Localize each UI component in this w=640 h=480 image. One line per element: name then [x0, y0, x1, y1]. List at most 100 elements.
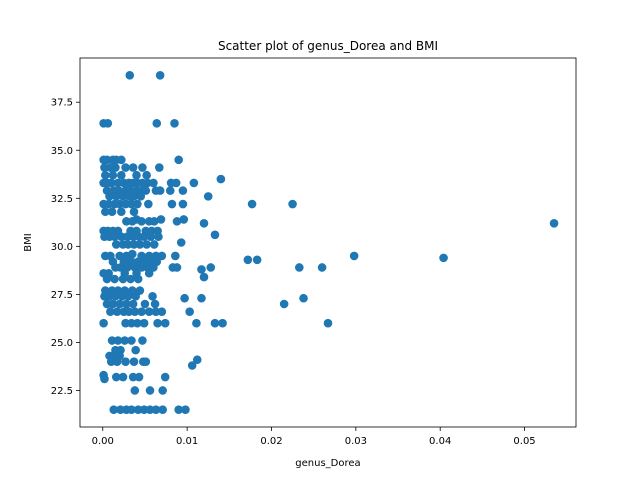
data-point — [145, 405, 155, 415]
plot-frame — [79, 57, 577, 428]
data-point — [149, 178, 158, 188]
data-point — [157, 251, 167, 261]
x-tick-label: 0.02 — [260, 436, 282, 447]
data-point — [178, 199, 188, 209]
data-point — [132, 170, 141, 180]
data-point — [127, 199, 136, 209]
data-point — [118, 192, 128, 201]
data-point — [117, 292, 127, 301]
data-point — [216, 174, 226, 184]
data-point — [102, 155, 112, 165]
data-point — [100, 374, 109, 384]
data-point — [189, 178, 199, 188]
data-point — [127, 318, 136, 328]
data-point — [144, 268, 154, 278]
data-point — [218, 318, 227, 328]
chart-title: Scatter plot of genus_Dorea and BMI — [218, 39, 438, 53]
data-point — [206, 263, 216, 272]
data-point — [176, 238, 186, 247]
points-layer — [99, 71, 559, 415]
x-tick-label: 0.05 — [513, 436, 535, 447]
data-point — [117, 170, 126, 180]
data-point — [144, 199, 153, 209]
data-point — [127, 405, 136, 415]
data-point — [140, 299, 150, 309]
y-tick-label: 37.5 — [51, 98, 73, 109]
data-point — [142, 240, 151, 249]
data-point — [153, 318, 162, 328]
data-point — [174, 155, 183, 165]
data-point — [174, 405, 183, 415]
data-point — [144, 307, 154, 316]
data-point — [101, 170, 110, 180]
data-point — [123, 292, 133, 301]
data-point — [110, 274, 119, 284]
data-point — [128, 163, 138, 172]
data-point — [185, 307, 194, 316]
data-point — [111, 192, 121, 201]
data-point — [121, 199, 130, 209]
data-point — [102, 274, 112, 284]
data-point — [118, 274, 128, 284]
data-point — [156, 215, 166, 224]
data-point — [111, 372, 121, 382]
data-point — [112, 357, 122, 366]
data-point — [122, 299, 131, 309]
data-point — [117, 232, 126, 242]
data-point — [210, 230, 220, 240]
data-point — [113, 336, 123, 345]
data-point — [181, 405, 190, 415]
y-axis-label: BMI — [23, 233, 34, 251]
data-point — [154, 232, 163, 242]
x-tick-label: 0.04 — [429, 436, 451, 447]
data-point — [130, 386, 140, 395]
data-point — [146, 232, 156, 242]
data-point — [102, 299, 112, 309]
data-point — [122, 232, 132, 242]
data-point — [129, 357, 139, 366]
y-tick-label: 27.5 — [51, 290, 73, 301]
data-point — [141, 357, 151, 366]
data-point — [152, 119, 162, 128]
data-point — [107, 207, 117, 217]
data-point — [103, 119, 113, 128]
data-point — [197, 265, 206, 274]
data-point — [139, 318, 149, 328]
data-point — [133, 405, 143, 415]
y-tick-label: 35.0 — [51, 146, 73, 157]
data-point — [192, 318, 201, 328]
data-point — [105, 292, 114, 301]
data-point — [349, 251, 359, 261]
data-point — [180, 293, 189, 303]
data-point — [172, 263, 182, 272]
data-point — [115, 299, 124, 309]
data-point — [210, 318, 220, 328]
data-point — [142, 170, 151, 180]
data-point — [243, 255, 253, 265]
data-point — [137, 263, 146, 272]
y-axis: 22.5 25.0 27.5 30.0 32.5 35.0 37.5 — [51, 98, 80, 397]
x-axis: 0.00 0.01 0.02 0.03 0.04 0.05 — [92, 427, 536, 447]
data-point — [108, 170, 118, 180]
data-point — [121, 163, 130, 172]
data-point — [158, 386, 167, 395]
data-point — [128, 372, 138, 382]
data-point — [122, 217, 131, 226]
data-point — [199, 218, 209, 228]
data-point — [121, 357, 130, 366]
data-point — [143, 178, 152, 188]
data-point — [150, 299, 160, 309]
data-point — [172, 217, 182, 226]
data-point — [157, 307, 167, 316]
data-point — [129, 240, 139, 249]
data-point — [115, 199, 124, 209]
data-point — [118, 372, 128, 382]
data-point — [252, 255, 262, 265]
data-point — [110, 232, 119, 242]
y-tick-label: 22.5 — [51, 386, 73, 397]
data-point — [199, 272, 209, 282]
data-point — [117, 207, 126, 217]
x-tick-label: 0.01 — [176, 436, 198, 447]
data-point — [120, 336, 130, 345]
data-point — [160, 318, 170, 328]
